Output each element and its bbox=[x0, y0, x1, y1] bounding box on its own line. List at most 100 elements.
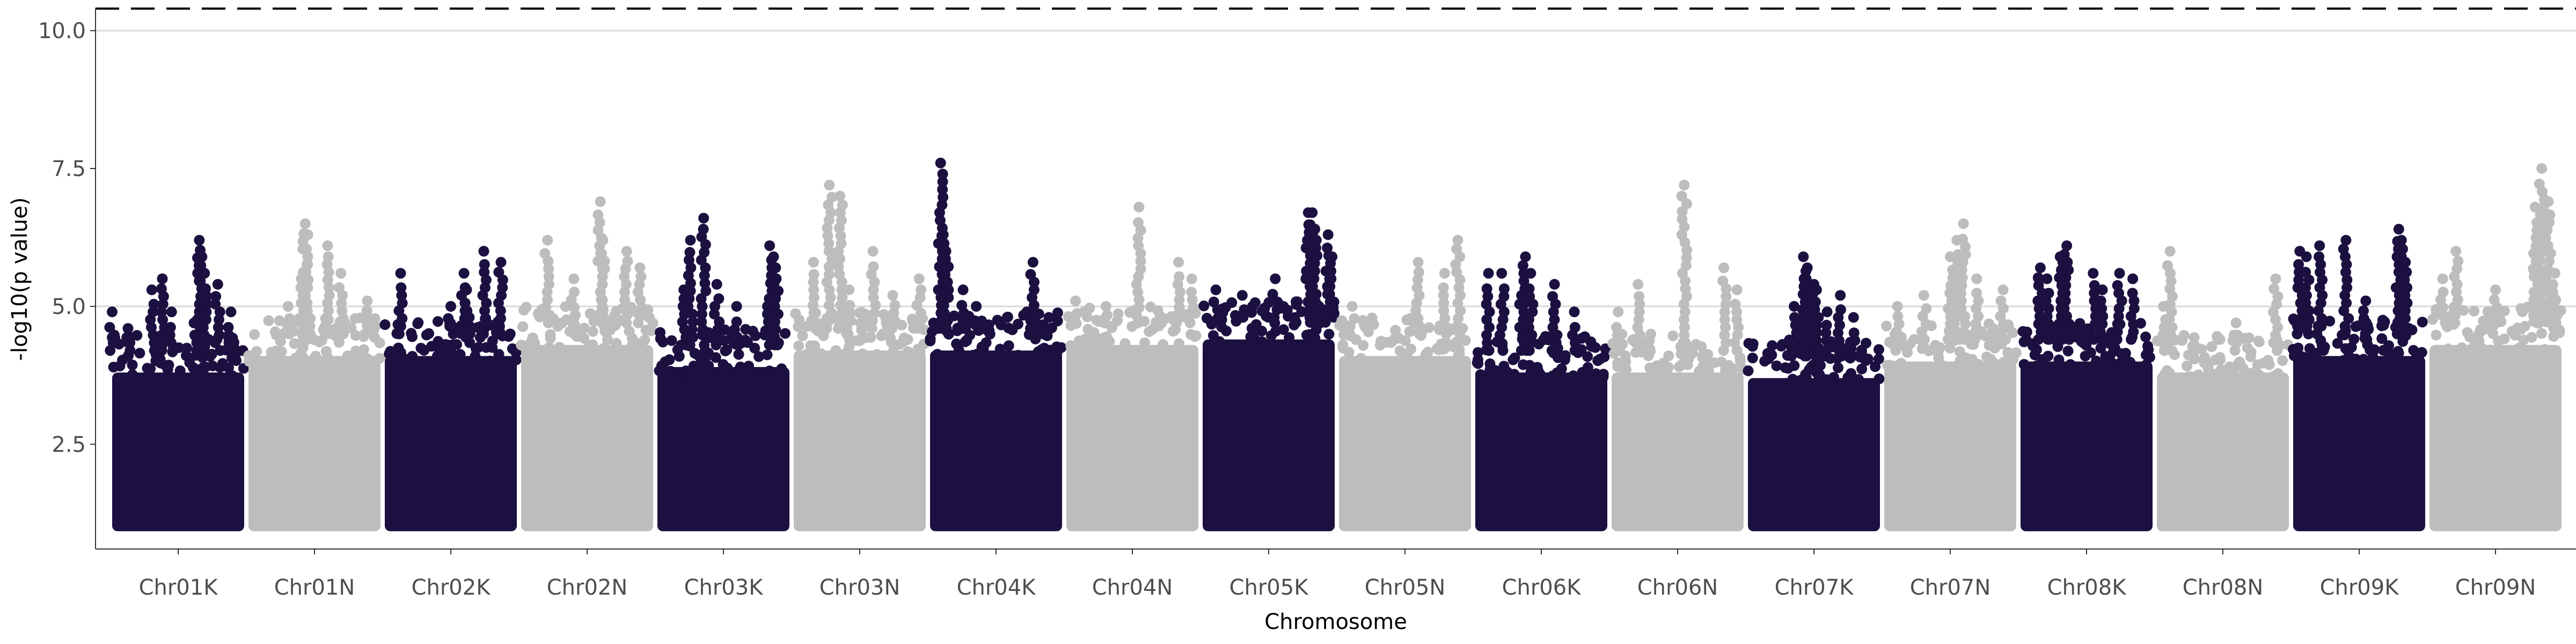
data-point bbox=[2293, 274, 2304, 286]
data-point bbox=[971, 301, 982, 312]
data-point bbox=[1410, 305, 1422, 317]
y-axis-title: -log10(p value) bbox=[8, 197, 32, 361]
data-point bbox=[274, 315, 285, 326]
data-point bbox=[1952, 249, 1964, 260]
data-point bbox=[2462, 327, 2473, 338]
data-point bbox=[393, 342, 404, 354]
data-point bbox=[1292, 296, 1303, 308]
data-point bbox=[1971, 288, 1982, 299]
data-point bbox=[764, 240, 775, 251]
data-point bbox=[844, 308, 855, 319]
data-point bbox=[1082, 324, 1094, 335]
data-point bbox=[587, 326, 598, 337]
data-point bbox=[1921, 303, 1932, 314]
data-point bbox=[1786, 350, 1797, 362]
data-point bbox=[1170, 317, 1182, 328]
data-point bbox=[1569, 345, 1580, 356]
data-point bbox=[442, 339, 453, 350]
data-point bbox=[2043, 334, 2054, 345]
data-point bbox=[597, 235, 609, 246]
data-point bbox=[1438, 297, 1450, 309]
data-point bbox=[1938, 360, 1949, 371]
data-point bbox=[201, 298, 213, 310]
data-point bbox=[148, 298, 159, 310]
data-point bbox=[961, 335, 972, 346]
x-tick-label: Chr08N bbox=[2183, 575, 2264, 600]
data-point bbox=[1012, 318, 1023, 330]
data-point bbox=[2396, 235, 2407, 246]
data-point bbox=[733, 349, 744, 360]
data-point bbox=[1957, 272, 1968, 283]
point-cloud bbox=[1884, 361, 2016, 531]
data-point bbox=[1960, 318, 1971, 330]
data-point bbox=[2456, 342, 2468, 353]
data-point bbox=[1366, 312, 1378, 324]
data-point bbox=[1930, 340, 1941, 351]
data-point bbox=[354, 312, 365, 324]
data-point bbox=[1730, 298, 1741, 310]
point-cloud bbox=[794, 350, 926, 531]
data-point bbox=[938, 299, 949, 311]
data-point bbox=[2245, 351, 2256, 362]
data-point bbox=[2031, 344, 2042, 355]
data-point bbox=[518, 305, 530, 316]
data-point bbox=[215, 345, 226, 356]
data-point bbox=[362, 295, 373, 306]
data-point bbox=[938, 192, 949, 203]
data-point bbox=[2182, 361, 2193, 371]
data-point bbox=[374, 353, 385, 364]
data-point bbox=[1949, 318, 1960, 330]
data-point bbox=[2548, 331, 2559, 342]
data-point bbox=[1549, 279, 1560, 290]
data-point bbox=[2292, 349, 2303, 361]
data-point bbox=[1954, 346, 1965, 357]
data-point bbox=[2350, 321, 2361, 332]
data-point bbox=[1158, 339, 1169, 350]
data-point bbox=[479, 259, 490, 270]
data-point bbox=[464, 328, 475, 340]
data-point bbox=[1892, 311, 1904, 322]
data-point bbox=[2358, 305, 2369, 317]
data-point bbox=[1502, 367, 1513, 378]
data-point bbox=[1674, 361, 1685, 372]
point-cloud bbox=[1339, 356, 1471, 531]
data-point bbox=[495, 313, 506, 324]
data-point bbox=[1956, 280, 1967, 291]
data-point bbox=[1633, 314, 1644, 325]
data-point bbox=[1820, 327, 1832, 339]
data-point bbox=[696, 309, 707, 320]
data-point bbox=[2143, 351, 2155, 362]
data-point bbox=[805, 340, 816, 351]
data-point bbox=[407, 331, 418, 342]
data-point bbox=[1634, 298, 1645, 310]
data-point bbox=[2041, 273, 2053, 284]
data-point bbox=[397, 297, 408, 309]
data-point bbox=[199, 268, 210, 279]
data-point bbox=[592, 209, 604, 221]
data-point bbox=[1438, 290, 1449, 301]
data-point bbox=[2196, 343, 2207, 355]
data-point bbox=[1346, 301, 1358, 312]
data-point bbox=[943, 292, 954, 303]
data-point bbox=[2043, 350, 2054, 362]
data-point bbox=[2450, 246, 2462, 257]
data-point bbox=[1309, 224, 1321, 235]
data-point bbox=[289, 338, 300, 349]
data-point bbox=[2431, 330, 2442, 341]
data-point bbox=[1381, 336, 1392, 348]
data-point bbox=[1261, 310, 1272, 321]
data-point bbox=[214, 306, 225, 318]
data-point bbox=[932, 349, 943, 360]
data-point bbox=[2074, 318, 2085, 329]
data-point bbox=[1404, 326, 1415, 337]
data-point bbox=[1679, 179, 1690, 191]
y-tick-label: 5.0 bbox=[52, 295, 86, 319]
data-point bbox=[2526, 332, 2537, 343]
data-point bbox=[793, 340, 804, 352]
data-point bbox=[150, 355, 162, 367]
data-point bbox=[146, 284, 157, 296]
data-point bbox=[1089, 333, 1101, 345]
data-point bbox=[680, 365, 692, 376]
data-point bbox=[1296, 306, 1307, 317]
data-point bbox=[912, 343, 924, 355]
